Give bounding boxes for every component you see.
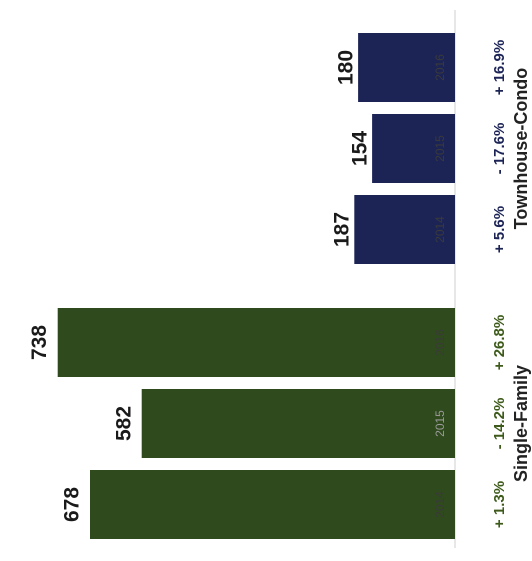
change-label-townhouse-condo-2015: - 17.6% — [491, 123, 508, 175]
bar-townhouse-condo-2014 — [354, 195, 455, 264]
value-label-single-family-2014: 678 — [61, 487, 84, 522]
change-label-single-family-2014: + 1.3% — [491, 481, 508, 528]
value-label-single-family-2016: 738 — [28, 325, 51, 360]
value-label-single-family-2015: 582 — [112, 406, 135, 441]
bar-townhouse-condo-2016 — [358, 33, 455, 102]
tick-label-townhouse-condo-2014: 2014 — [433, 216, 447, 243]
tick-label-single-family-2015: 2015 — [433, 410, 447, 437]
value-label-townhouse-condo-2015: 154 — [348, 131, 371, 166]
bar-townhouse-condo-2015 — [372, 114, 455, 183]
group-label-townhouse-condo: Townhouse-Condo — [511, 68, 531, 230]
tick-label-townhouse-condo-2016: 2016 — [433, 54, 447, 81]
bar-single-family-2016 — [57, 308, 455, 377]
change-label-single-family-2016: + 26.8% — [491, 315, 508, 370]
bar-single-family-2014 — [90, 470, 455, 539]
change-label-townhouse-condo-2014: + 5.6% — [491, 206, 508, 253]
group-label-single-family: Single-Family — [511, 365, 531, 482]
tick-label-single-family-2016: 2016 — [433, 329, 447, 356]
change-label-townhouse-condo-2016: + 16.9% — [491, 40, 508, 95]
value-label-townhouse-condo-2014: 187 — [331, 212, 354, 247]
value-label-townhouse-condo-2016: 180 — [334, 50, 357, 85]
tick-label-townhouse-condo-2015: 2015 — [433, 135, 447, 162]
bar-single-family-2015 — [141, 389, 455, 458]
change-label-single-family-2015: - 14.2% — [491, 398, 508, 450]
tick-label-single-family-2014: 2014 — [433, 491, 447, 518]
